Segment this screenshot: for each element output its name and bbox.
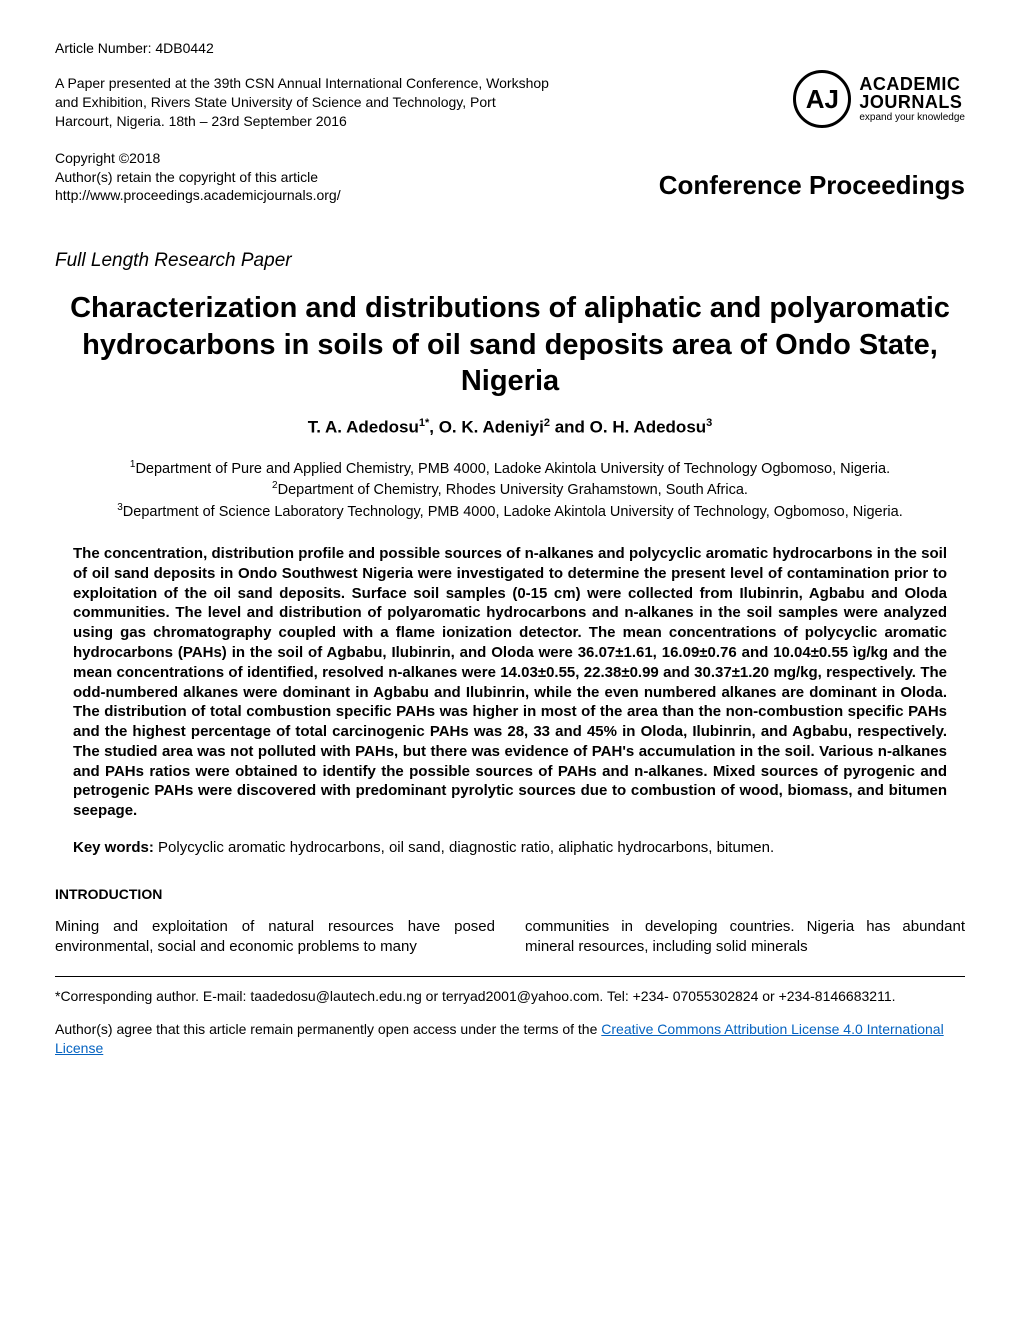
- affiliations: 1Department of Pure and Applied Chemistr…: [55, 458, 965, 522]
- license-statement: Author(s) agree that this article remain…: [55, 1020, 965, 1058]
- header-section: Article Number: 4DB0442 A Paper presente…: [55, 40, 965, 205]
- intro-col-right: communities in developing countries. Nig…: [525, 917, 965, 958]
- intro-col-left: Mining and exploitation of natural resou…: [55, 917, 495, 958]
- license-prefix: Author(s) agree that this article remain…: [55, 1021, 601, 1037]
- keywords-text: Polycyclic aromatic hydrocarbons, oil sa…: [154, 839, 774, 856]
- logo-text-block: ACADEMIC JOURNALS expand your knowledge: [859, 75, 965, 123]
- logo-circle-icon: AJ: [793, 70, 851, 128]
- keywords: Key words: Polycyclic aromatic hydrocarb…: [73, 839, 947, 856]
- conference-proceedings-label: Conference Proceedings: [659, 170, 965, 201]
- publisher-logo: AJ ACADEMIC JOURNALS expand your knowled…: [793, 70, 965, 128]
- introduction-header: INTRODUCTION: [55, 886, 965, 902]
- footer-divider: [55, 976, 965, 977]
- proceedings-url: http://www.proceedings.academicjournals.…: [55, 187, 341, 203]
- abstract: The concentration, distribution profile …: [73, 544, 947, 821]
- authors: T. A. Adedosu1*, O. K. Adeniyi2 and O. H…: [55, 417, 965, 438]
- paper-presentation-info: A Paper presented at the 39th CSN Annual…: [55, 74, 555, 131]
- article-number: Article Number: 4DB0442: [55, 40, 965, 56]
- logo-text-line2: JOURNALS: [859, 93, 965, 111]
- paper-type: Full Length Research Paper: [55, 250, 965, 272]
- corresponding-author: *Corresponding author. E-mail: taadedosu…: [55, 987, 965, 1006]
- paper-title: Characterization and distributions of al…: [55, 290, 965, 399]
- logo-tagline: expand your knowledge: [859, 113, 965, 123]
- logo-text-line1: ACADEMIC: [859, 75, 965, 93]
- introduction-columns: Mining and exploitation of natural resou…: [55, 917, 965, 958]
- copyright-note: Author(s) retain the copyright of this a…: [55, 169, 318, 185]
- copyright-text: Copyright ©2018: [55, 150, 160, 166]
- keywords-label: Key words:: [73, 839, 154, 856]
